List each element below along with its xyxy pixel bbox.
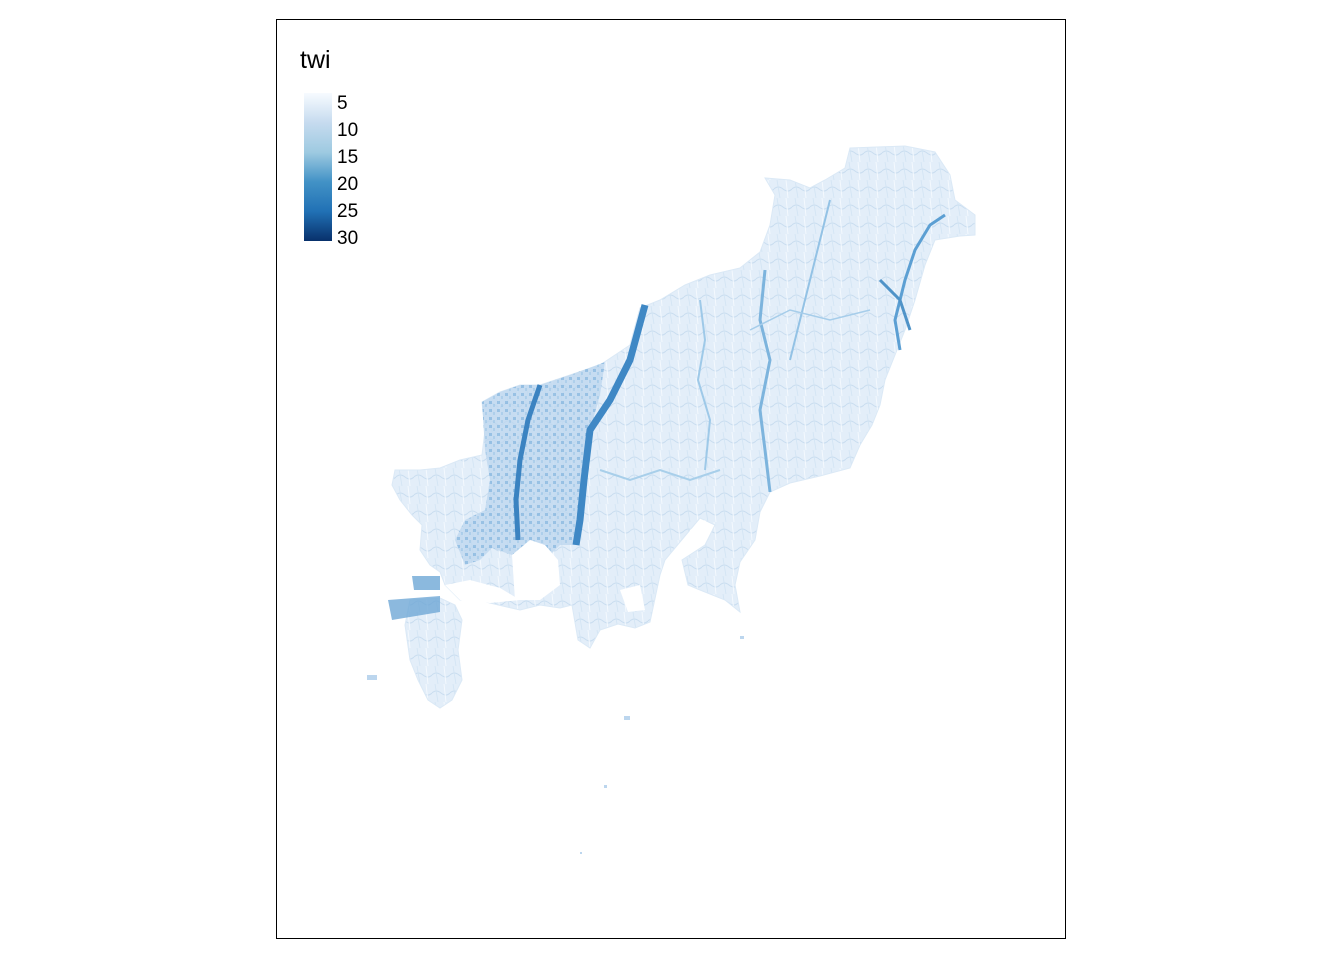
legend-color-ramp — [304, 93, 332, 241]
legend-label: 20 — [337, 174, 359, 195]
river-channels — [513, 199, 946, 546]
legend-label: 10 — [337, 120, 359, 141]
river-channel-9 — [878, 278, 912, 331]
legend-label: 15 — [337, 147, 359, 168]
bay-harbour — [512, 540, 560, 600]
river-channel-4 — [893, 213, 946, 351]
river-channel-6 — [696, 299, 712, 471]
island-1 — [624, 716, 630, 720]
land-region-west-strip — [388, 596, 440, 620]
water-bays — [445, 520, 712, 612]
river-channel-7 — [599, 468, 721, 482]
landmass — [388, 145, 976, 709]
bay-inlet-1 — [445, 580, 520, 603]
legend-label: 25 — [337, 201, 359, 222]
legend-title: twi — [300, 46, 331, 74]
bay-inlet-3 — [620, 585, 645, 612]
islands — [367, 636, 744, 854]
river-channel-2 — [513, 384, 543, 541]
land-region-main — [391, 145, 976, 649]
land-region-urban-west — [455, 362, 605, 580]
river-channel-8 — [749, 309, 871, 331]
river-channel-3 — [758, 269, 772, 493]
legend-label: 5 — [337, 93, 348, 114]
land-region-southwest — [404, 597, 463, 709]
bay-inlet-2 — [690, 520, 712, 545]
river-channel-5 — [789, 199, 831, 361]
land-region-coast-strip — [412, 576, 440, 590]
island-2 — [604, 785, 607, 788]
legend-label: 30 — [337, 228, 359, 249]
river-channel-1 — [572, 304, 649, 546]
island-5 — [740, 636, 744, 639]
island-4 — [367, 675, 377, 680]
island-3 — [580, 852, 582, 854]
